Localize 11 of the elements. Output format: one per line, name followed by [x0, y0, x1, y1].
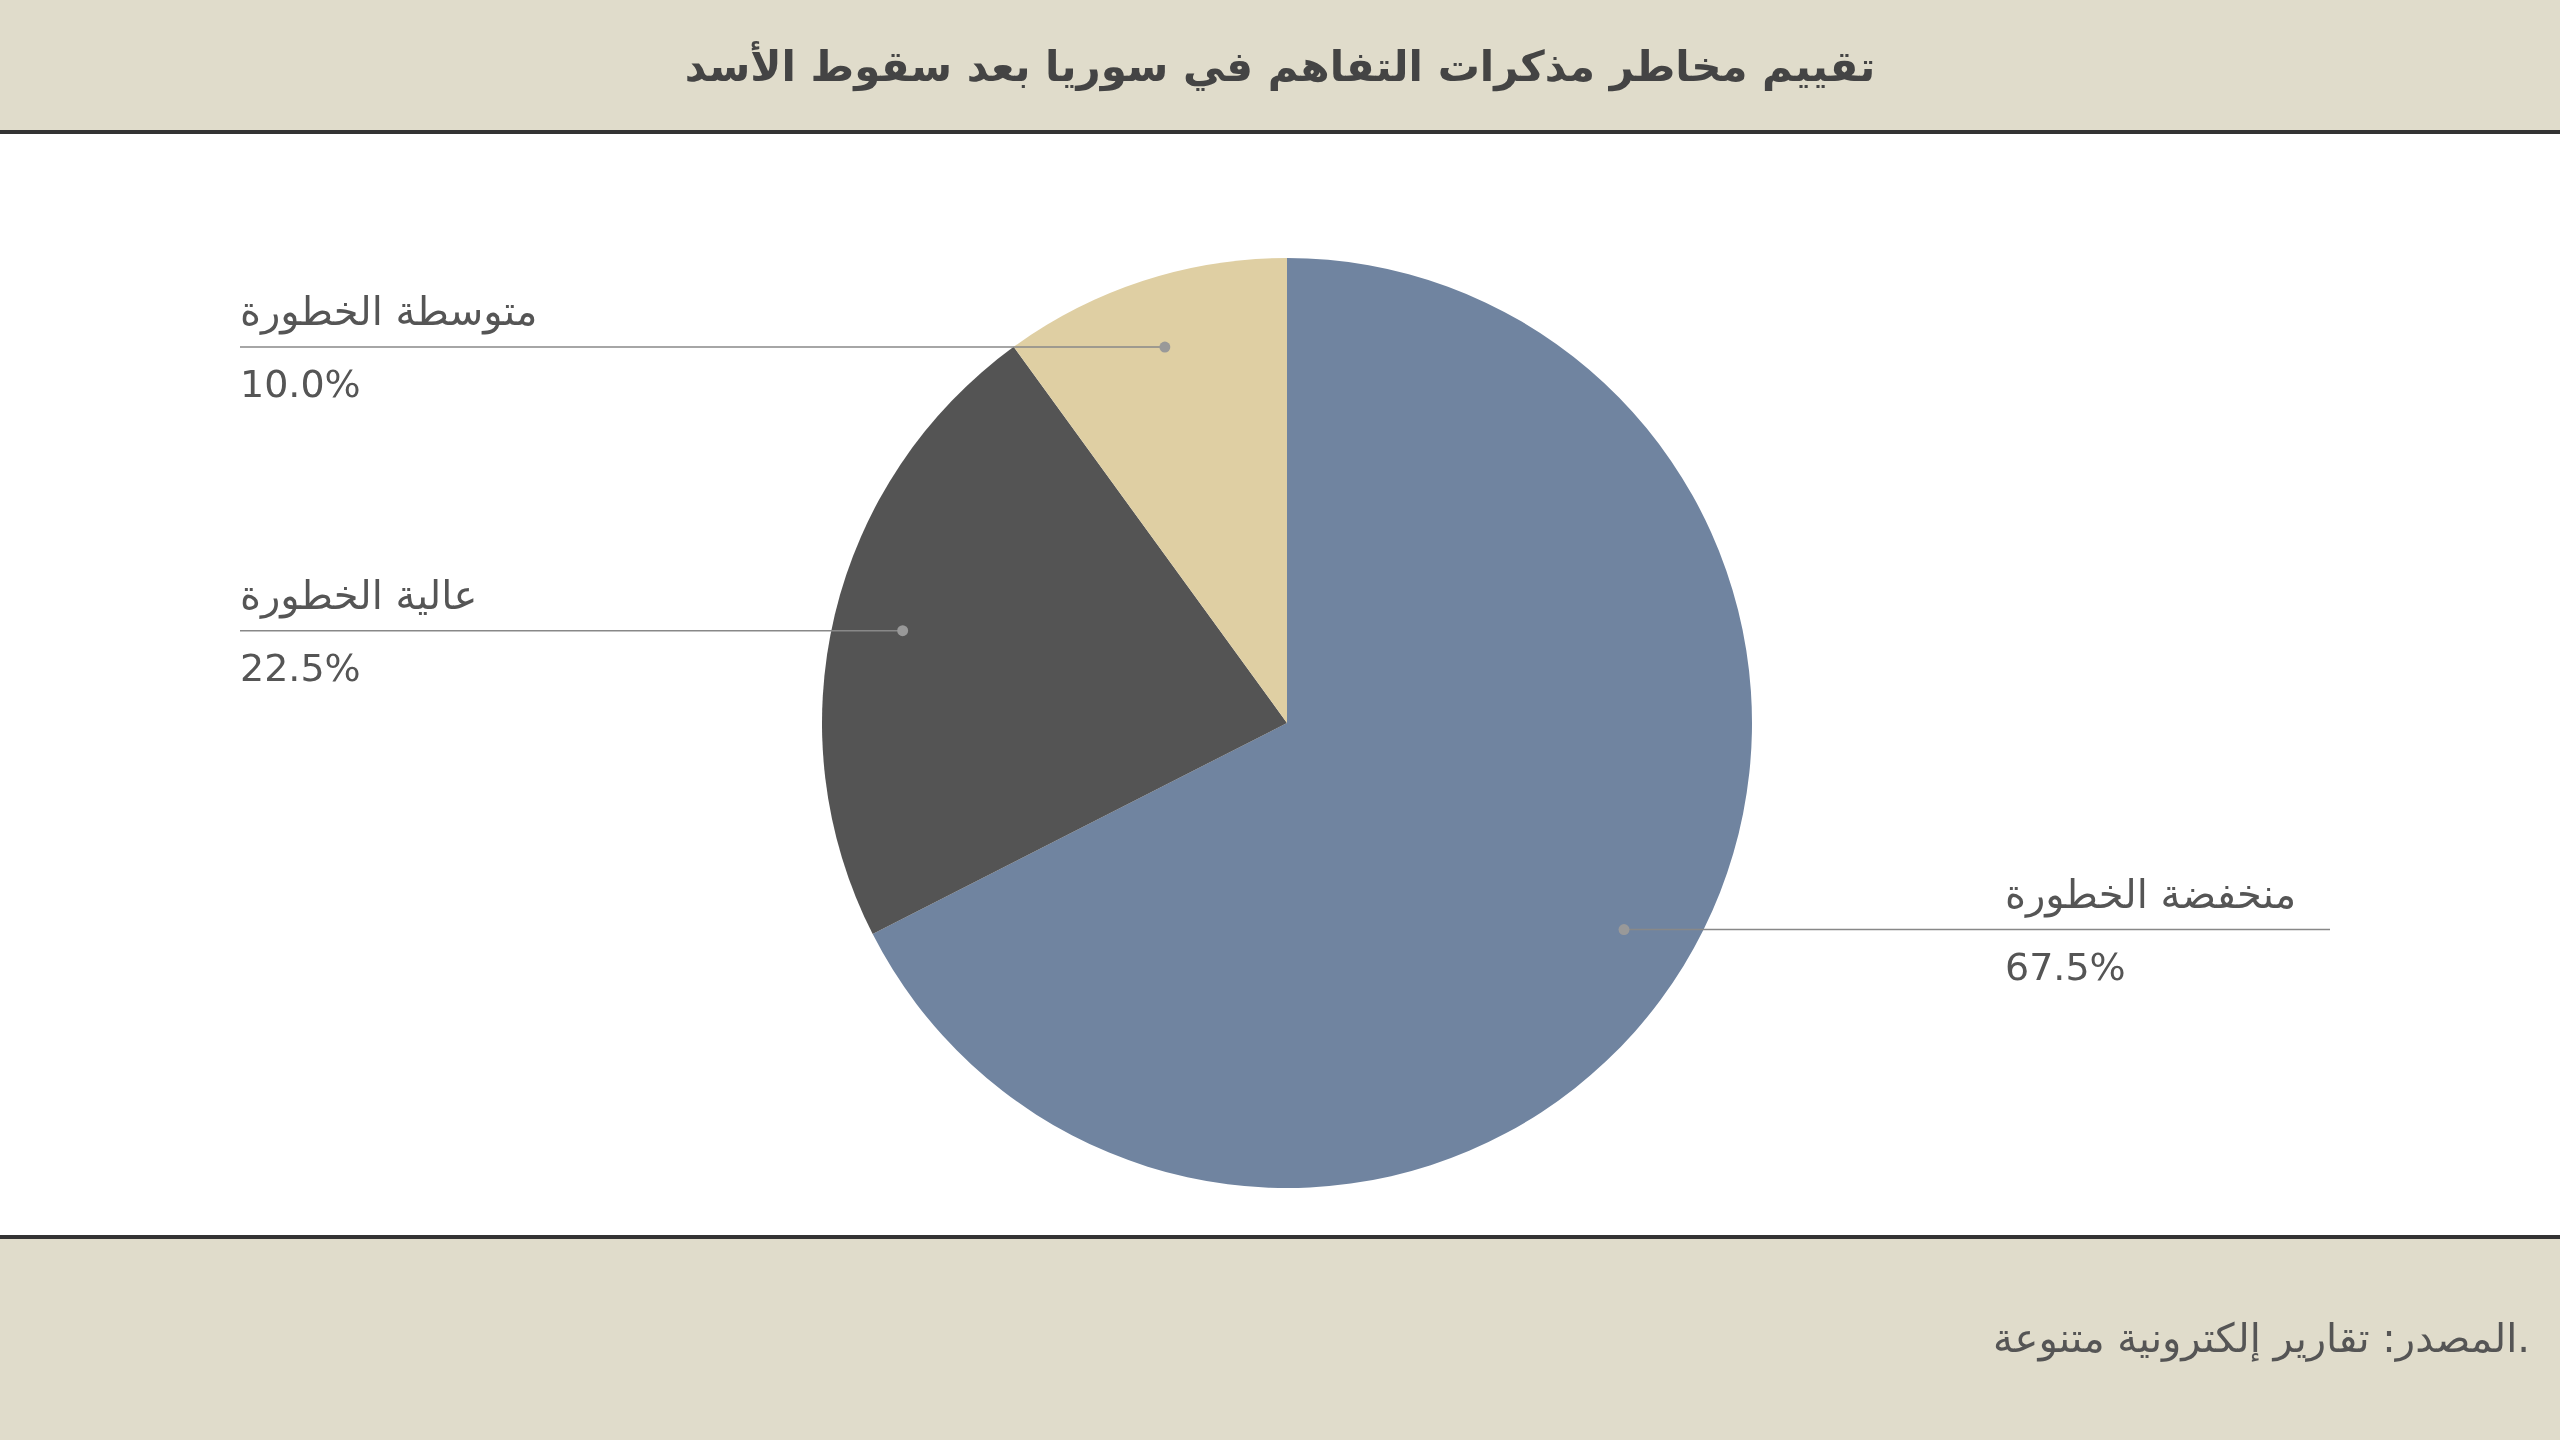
data-label: 10.0%: [240, 362, 361, 407]
data-label: 67.5%: [2005, 944, 2126, 989]
chart-title: تقييم مخاطر مذكرات التفاهم في سوريا بعد سقوط الأسد: [684, 41, 1876, 92]
data-label: 22.5%: [240, 645, 361, 690]
slice-label: منخفضة الخطورة: [2005, 870, 2297, 918]
pie-slice: [872, 258, 1752, 1188]
pie-slice: [822, 346, 1287, 935]
slice-label: عالية الخطورة: [240, 571, 478, 619]
text: المصدر: تقارير إلكترونية متنوعة.: [1993, 1315, 2530, 1362]
slice-label: متوسطة الخطورة: [240, 288, 538, 336]
pie-slice: [1013, 258, 1287, 723]
